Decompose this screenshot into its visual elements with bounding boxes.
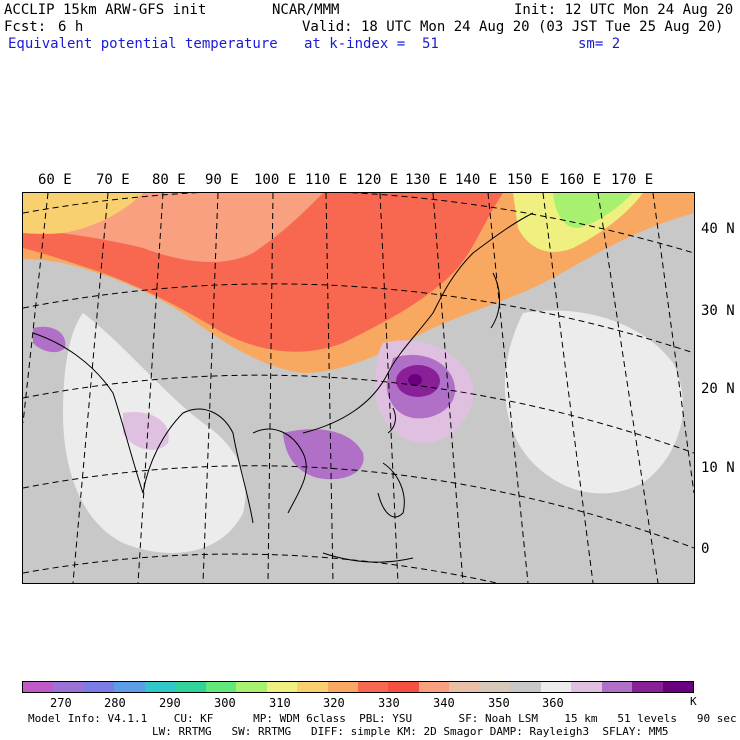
colorbar-swatch [266, 682, 298, 692]
green-patch-ne [553, 193, 633, 228]
latitude-label: 20 N [701, 381, 735, 397]
graticule [23, 193, 694, 583]
colorbar-swatch [144, 682, 176, 692]
purple-patch-bengal [123, 412, 169, 450]
colorbar-tick-label: 280 [104, 696, 126, 710]
longitude-label: 170 E [611, 172, 654, 188]
longitude-label: 110 E [305, 172, 348, 188]
map-panel[interactable] [22, 192, 695, 584]
white-region-pacific [504, 310, 683, 494]
forecast-value: 6 h [58, 19, 84, 35]
coastlines [32, 212, 534, 563]
map-canvas [23, 193, 694, 583]
colorbar-tick-label: 290 [159, 696, 181, 710]
longitude-label: 100 E [254, 172, 297, 188]
colorbar [22, 681, 694, 693]
colorbar-swatch [388, 682, 419, 692]
footer-line-1: Model Info: V4.1.1 CU: KF MP: WDM 6class… [28, 712, 737, 725]
colorbar-swatch [236, 682, 267, 692]
organization: NCAR/MMM [272, 2, 340, 18]
colorbar-swatch [662, 682, 693, 692]
longitude-label: 60 E [38, 172, 72, 188]
colorbar-tick-label: 300 [214, 696, 236, 710]
colorbar-swatch [510, 682, 541, 692]
init-time: Init: 12 UTC Mon 24 Aug 20 [514, 2, 734, 18]
colorbar-tick-label: 320 [323, 696, 345, 710]
colorbar-swatch [205, 682, 237, 692]
valid-time: Valid: 18 UTC Mon 24 Aug 20 (03 JST Tue … [302, 19, 724, 35]
longitude-label: 80 E [152, 172, 186, 188]
colorbar-swatch [571, 682, 602, 692]
colorbar-swatch [23, 682, 54, 692]
colorbar-swatch [632, 682, 663, 692]
smoothing-info: sm= 2 [578, 36, 621, 52]
colorbar-swatch [297, 682, 328, 692]
typhoon-eye [408, 374, 422, 386]
footer-line-2: LW: RRTMG SW: RRTMG DIFF: simple KM: 2D … [152, 725, 669, 738]
colorbar-tick-label: 330 [378, 696, 400, 710]
longitude-label: 120 E [356, 172, 399, 188]
colorbar-swatch [357, 682, 389, 692]
colorbar-swatch [83, 682, 115, 692]
field-name: Equivalent potential temperature [8, 36, 278, 52]
colorbar-unit: K [690, 695, 697, 708]
colorbar-tick-label: 360 [542, 696, 564, 710]
colorbar-swatch [418, 682, 450, 692]
colorbar-swatch [449, 682, 480, 692]
colorbar-tick-label: 350 [488, 696, 510, 710]
warm-band-yellow [23, 193, 143, 234]
colorbar-swatch [540, 682, 572, 692]
longitude-label: 90 E [205, 172, 239, 188]
latitude-label: 40 N [701, 221, 735, 237]
level-info: at k-index = 51 [304, 36, 439, 52]
latitude-label: 10 N [701, 460, 735, 476]
colorbar-swatch [114, 682, 145, 692]
latitude-label: 0 [701, 541, 710, 557]
colorbar-swatch [601, 682, 633, 692]
longitude-label: 130 E [405, 172, 448, 188]
colorbar-tick-label: 270 [50, 696, 72, 710]
longitude-label: 150 E [507, 172, 550, 188]
latitude-label: 30 N [701, 303, 735, 319]
longitude-label: 70 E [96, 172, 130, 188]
model-title: ACCLIP 15km ARW-GFS init [4, 2, 207, 18]
colorbar-swatch [479, 682, 511, 692]
colorbar-tick-label: 340 [433, 696, 455, 710]
forecast-label: Fcst: [4, 19, 47, 35]
colorbar-swatch [53, 682, 84, 692]
colorbar-tick-label: 310 [269, 696, 291, 710]
longitude-label: 160 E [559, 172, 602, 188]
colorbar-swatch [327, 682, 358, 692]
colorbar-swatch [175, 682, 206, 692]
longitude-label: 140 E [455, 172, 498, 188]
